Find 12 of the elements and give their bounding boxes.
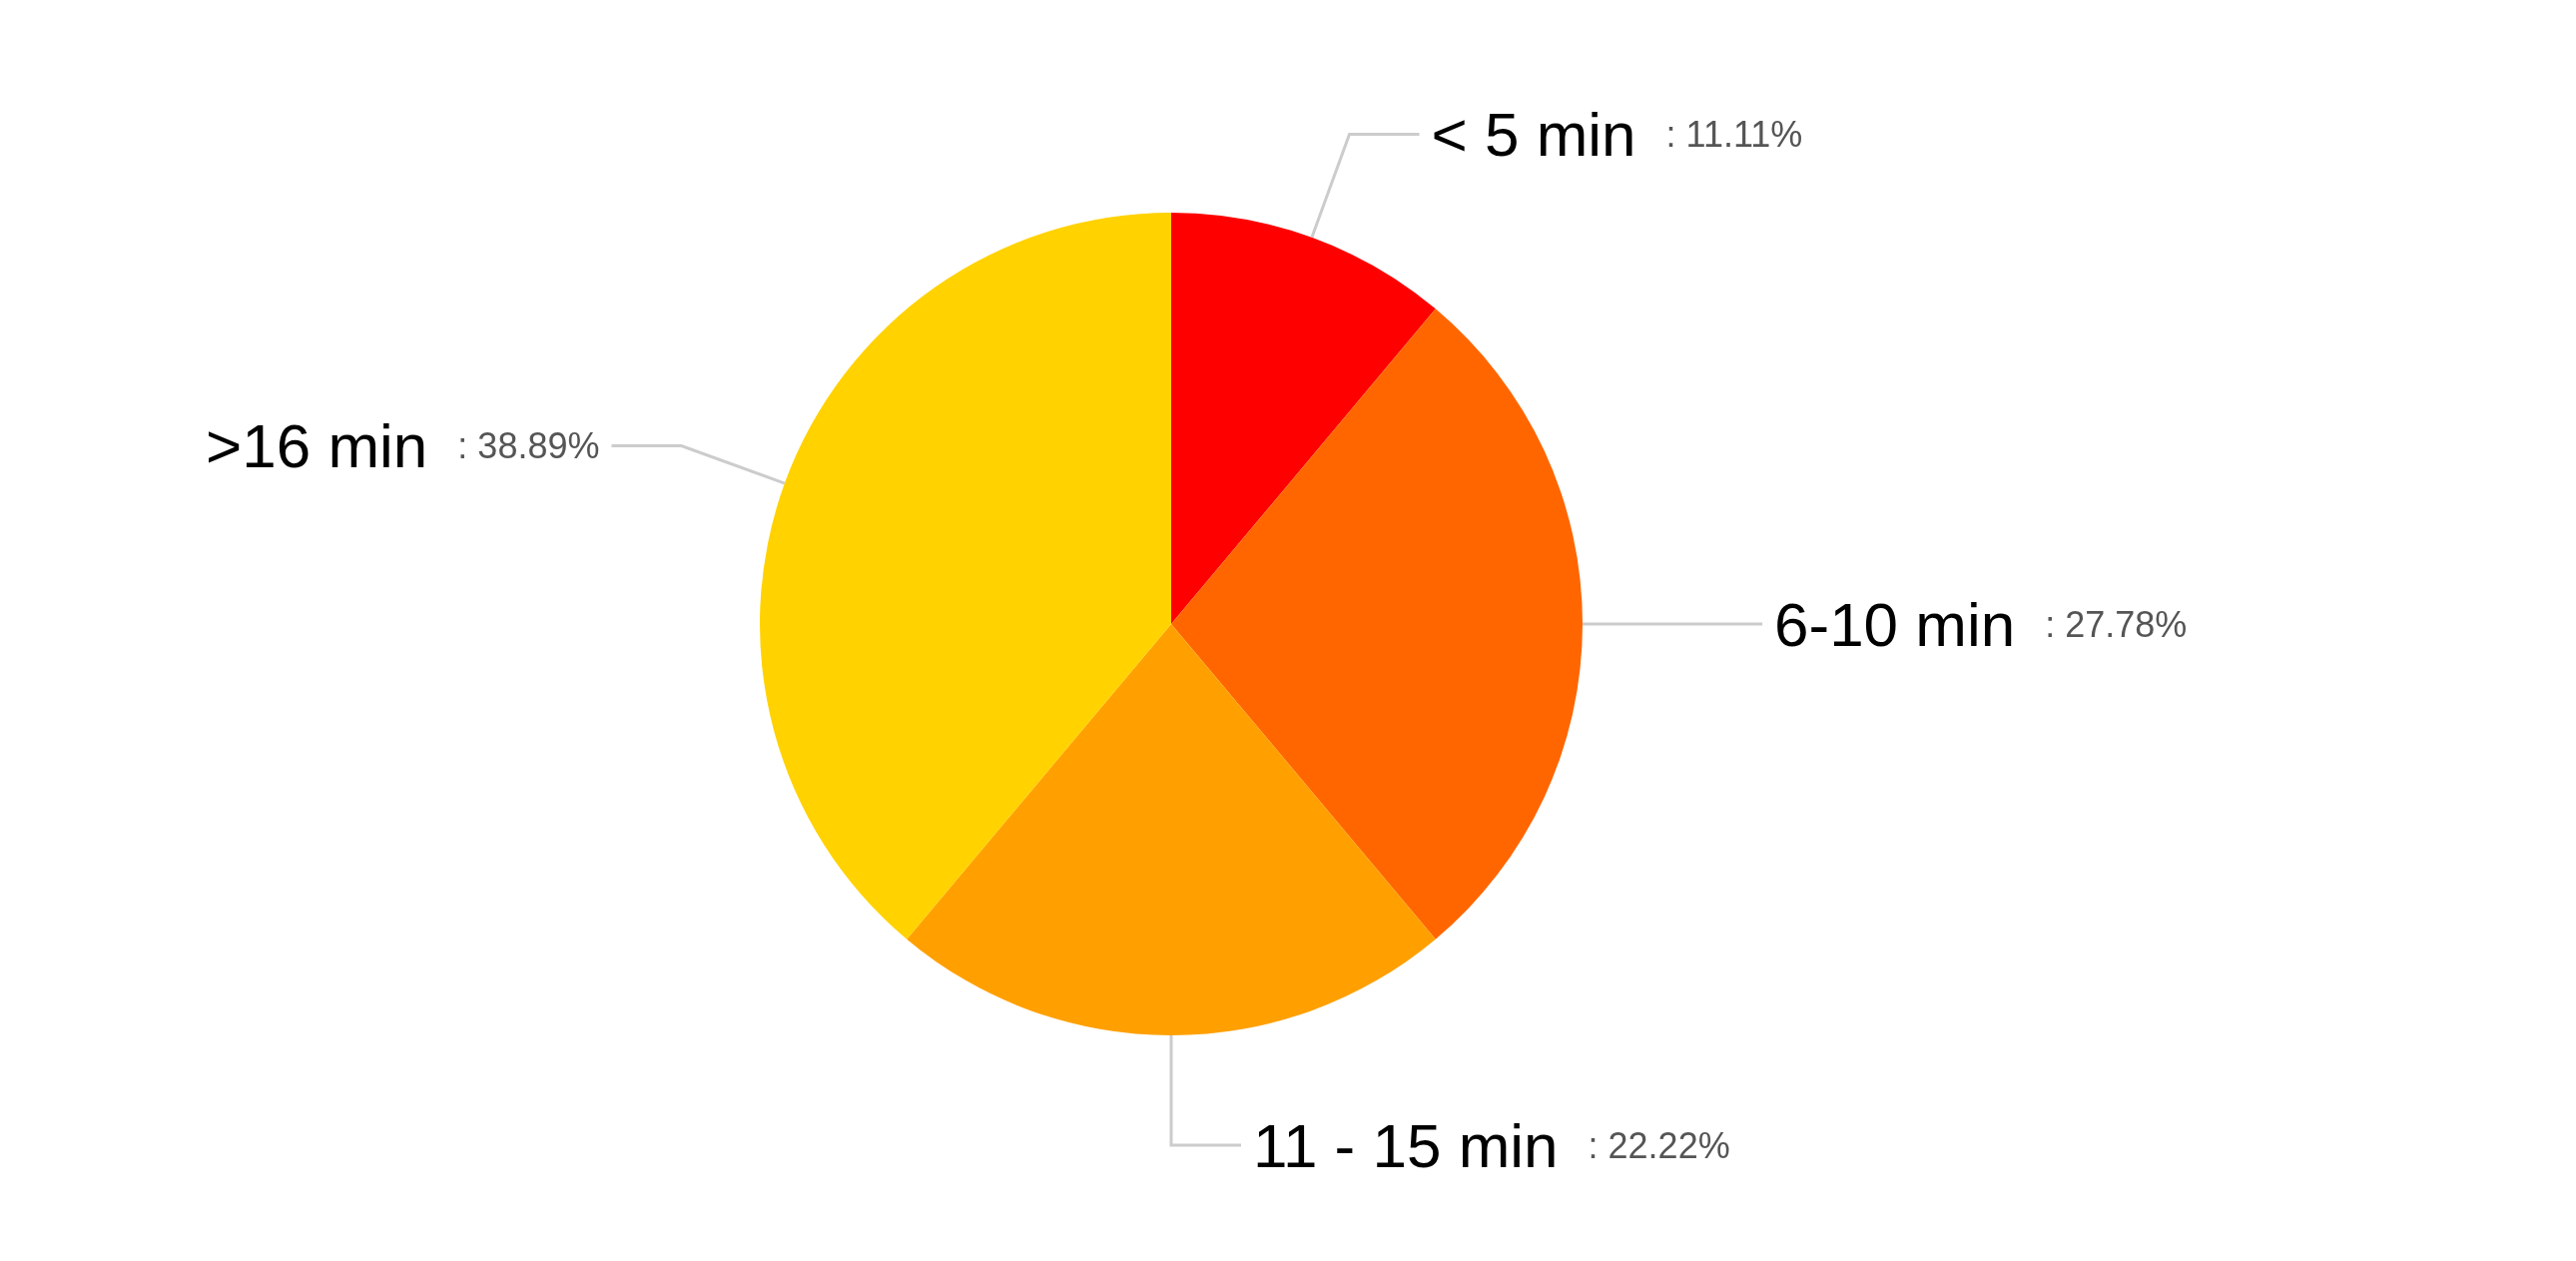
pie-slice — [760, 213, 1171, 940]
data-label: : 27.78% — [2045, 603, 2188, 645]
data-label: : 11.11% — [1665, 113, 1803, 155]
slice-label: 11 - 15 min — [1253, 1110, 1559, 1180]
pie-slice — [1171, 213, 1436, 624]
data-label: : 38.89% — [457, 424, 600, 466]
pie-slice — [907, 624, 1436, 1035]
data-label: : 22.22% — [1588, 1124, 1730, 1166]
pie-slice — [1171, 309, 1583, 940]
slice-label: < 5 min — [1431, 99, 1636, 169]
slice-label: >16 min — [206, 410, 428, 480]
slice-label: 6-10 min — [1774, 589, 2016, 659]
